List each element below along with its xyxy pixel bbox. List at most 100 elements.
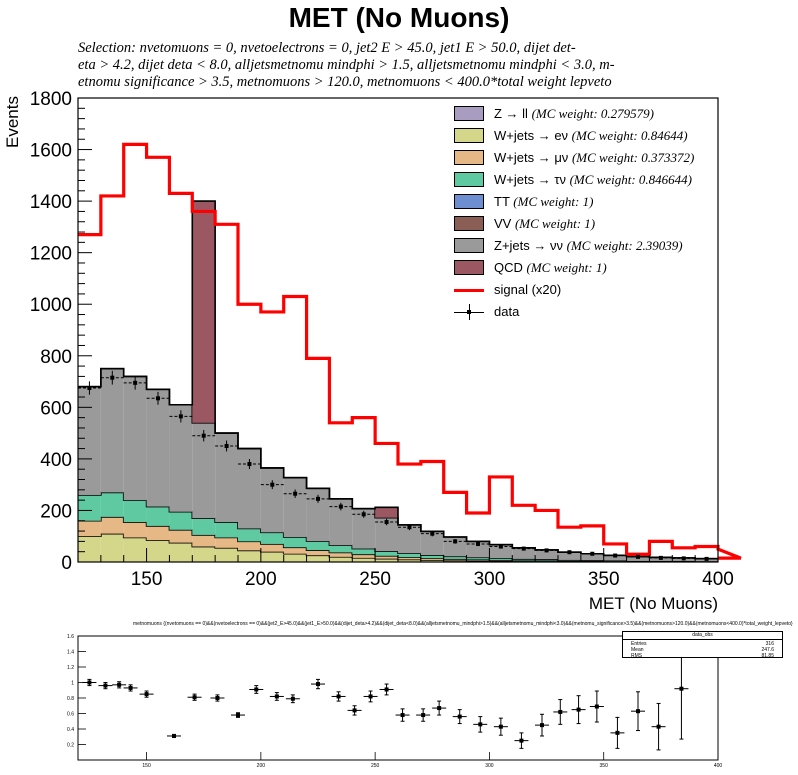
- ratio-point: [651, 702, 666, 751]
- stack-bin: [306, 541, 330, 551]
- legend-item-signal: signal (x20): [454, 280, 754, 300]
- stack-bin: [489, 558, 513, 560]
- legend-item-zll: Z → ll (MC weight: 0.279579): [454, 104, 754, 124]
- stack-bin: [78, 520, 101, 537]
- data-marker: [476, 541, 480, 546]
- legend-item-wenu: W+jets → eν (MC weight: 0.84644): [454, 126, 754, 146]
- data-marker: [704, 556, 709, 561]
- data-point: [695, 556, 718, 561]
- ratio-marker: [336, 694, 341, 699]
- ratio-marker: [316, 682, 320, 687]
- stack-bin: [420, 531, 444, 556]
- data-marker: [590, 551, 595, 556]
- ratio-point: [187, 693, 202, 701]
- stack-bin: [238, 541, 261, 551]
- stack-bin: [260, 543, 284, 552]
- stack-bin: [238, 448, 261, 529]
- ratio-marker: [352, 708, 357, 713]
- y-tick-label: 0: [61, 553, 72, 574]
- data-point: [215, 440, 238, 452]
- legend-weight-znunu: (MC weight: 2.39039): [566, 238, 683, 253]
- legend-swatch-tt: [454, 194, 484, 209]
- ratio-marker: [679, 686, 684, 691]
- stack-bin: [169, 404, 193, 512]
- data-marker: [316, 496, 320, 501]
- data-marker: [178, 414, 183, 419]
- stacked-histogram: [78, 200, 718, 563]
- legend-item-wmunu: W+jets → μν (MC weight: 0.373372): [454, 148, 754, 168]
- ratio-point: [167, 733, 181, 739]
- stack-bin: [123, 537, 147, 562]
- data-point: [558, 550, 581, 555]
- ratio-point: [535, 713, 549, 737]
- stack-series-0: [78, 532, 718, 563]
- legend-weight-wtaunu: (MC weight: 0.846644): [569, 172, 692, 187]
- data-marker: [544, 548, 549, 553]
- data-point: [283, 489, 307, 498]
- ratio-point: [231, 712, 245, 718]
- ratio-panel-title: metnomuons {(nvetomuons == 0)&&(nvetoele…: [133, 621, 793, 627]
- data-marker: [338, 504, 343, 509]
- legend-swatch-znunu: [454, 238, 484, 253]
- data-marker: [201, 433, 206, 438]
- stack-bin: [192, 518, 216, 535]
- ratio-marker: [594, 704, 599, 709]
- stack-series-3: [78, 367, 718, 562]
- stack-bin: [375, 558, 398, 562]
- ratio-marker: [274, 694, 279, 699]
- stack-bin: [512, 547, 536, 559]
- ratio-point: [139, 690, 154, 698]
- ratio-point: [395, 708, 410, 722]
- ratio-point: [610, 716, 625, 749]
- stack-bin: [123, 376, 147, 501]
- y-tick-label: 200: [40, 501, 72, 522]
- stack-bin: [123, 500, 147, 523]
- data-point: [329, 502, 353, 511]
- ratio-point: [311, 678, 325, 690]
- data-point: [169, 410, 193, 423]
- x-tick-label: 300: [474, 569, 506, 590]
- data-marker: [407, 525, 412, 530]
- ratio-x-tick-label: 350: [600, 763, 609, 769]
- x-tick-label: 400: [702, 569, 734, 590]
- stack-bin: [375, 551, 398, 556]
- legend-item-qcd: QCD (MC weight: 1): [454, 258, 754, 278]
- legend-swatch-qcd: [454, 260, 484, 275]
- data-point: [512, 546, 536, 551]
- ratio-point: [123, 684, 138, 692]
- data-point: [489, 544, 513, 549]
- stack-bin: [535, 549, 558, 560]
- signal-line: [78, 142, 742, 560]
- ratio-marker: [519, 738, 524, 743]
- stack-bin: [375, 555, 398, 559]
- ratio-marker: [172, 733, 176, 738]
- ratio-point: [416, 708, 431, 722]
- y-tick-label: 1800: [30, 89, 72, 110]
- data-point: [535, 548, 558, 553]
- ratio-marker: [478, 722, 483, 727]
- stack-bin: [306, 550, 330, 556]
- selection-line-2: eta > 4.2, dijet deta < 8.0, alljetsmetn…: [78, 57, 615, 73]
- ratio-point: [493, 717, 508, 736]
- ratio-marker: [117, 682, 122, 687]
- stack-bin: [420, 559, 444, 562]
- ratio-point: [210, 694, 225, 702]
- data-point: [398, 524, 421, 531]
- ratio-points: [82, 637, 689, 751]
- data-points: [78, 370, 718, 561]
- ratio-marker: [576, 707, 581, 712]
- legend-swatch-zll: [454, 106, 484, 121]
- data-marker: [361, 512, 366, 517]
- y-tick-label: 1400: [30, 192, 72, 213]
- legend-weight-wenu: (MC weight: 0.84644): [571, 128, 688, 143]
- legend-weight-zll: (MC weight: 0.279579): [531, 106, 654, 121]
- stack-bin: [489, 544, 513, 559]
- selection-text: Selection: nvetomuons = 0, nvetoelectron…: [78, 40, 708, 91]
- stats-box-name: data_obs: [623, 632, 782, 640]
- legend-swatch-data-dot: [467, 310, 471, 314]
- stats-row-mean: Mean 247.6: [631, 647, 774, 653]
- data-marker: [521, 546, 526, 551]
- legend-swatch-wmunu: [454, 150, 484, 165]
- ratio-marker: [192, 695, 197, 700]
